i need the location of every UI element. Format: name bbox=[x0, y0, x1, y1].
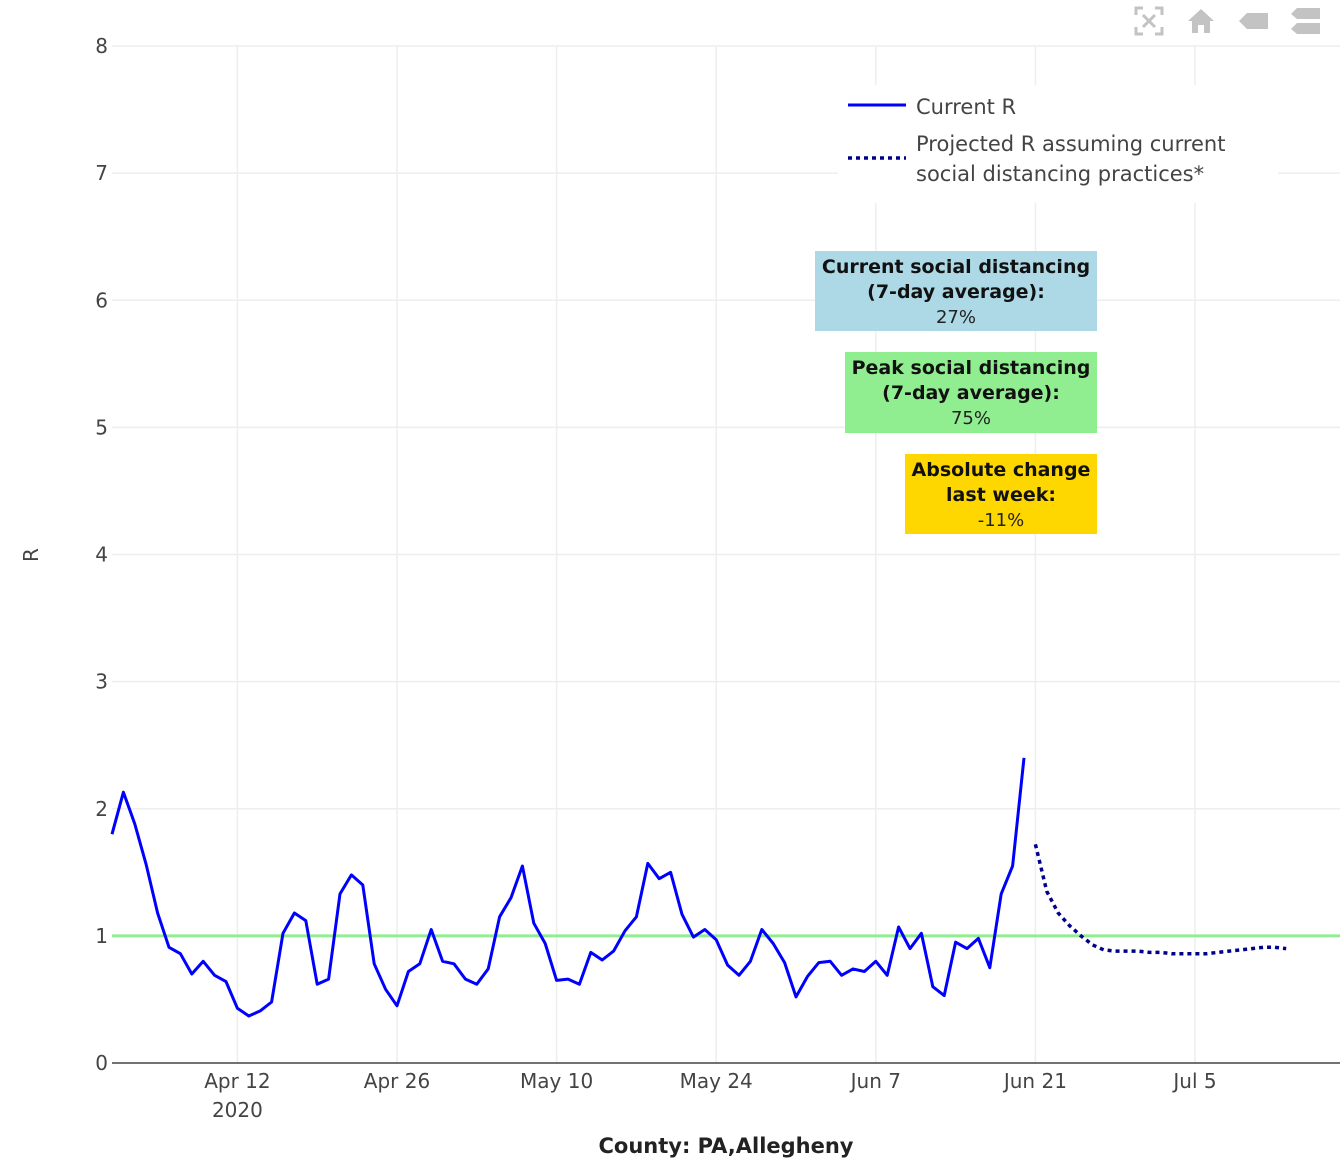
x-tick-label: Jun 7 bbox=[849, 1069, 901, 1093]
y-tick-label: 1 bbox=[95, 924, 108, 948]
annotation-background bbox=[815, 251, 1097, 331]
y-tick-label: 0 bbox=[95, 1051, 108, 1075]
y-tick-labels: 0 1 2 3 4 5 6 7 8 bbox=[95, 34, 108, 1075]
autoscale-icon[interactable] bbox=[1132, 4, 1166, 38]
x-tick-label: Jul 5 bbox=[1171, 1069, 1216, 1093]
series-lines bbox=[110, 757, 1287, 1018]
annotation-box-2: Peak social distancing (7-day average): 75… bbox=[845, 352, 1097, 433]
annotation-value: 27% bbox=[936, 307, 976, 328]
y-axis-title: R bbox=[19, 548, 43, 562]
modebar bbox=[1132, 4, 1322, 38]
annotation-box-3: Absolute change last week: -11% bbox=[905, 454, 1097, 534]
x-tick-label: Apr 12 bbox=[204, 1069, 270, 1093]
home-icon[interactable] bbox=[1184, 4, 1218, 38]
annotation-heading: last week: bbox=[946, 484, 1056, 506]
series-line-projected-r[interactable] bbox=[1033, 843, 1287, 956]
annotation-heading: Absolute change bbox=[912, 459, 1091, 481]
annotation-heading: Current social distancing bbox=[822, 256, 1090, 278]
grid-lines bbox=[112, 45, 1340, 1064]
hover-compare-icon[interactable] bbox=[1288, 4, 1322, 38]
hover-closest-icon[interactable] bbox=[1236, 4, 1270, 38]
legend-label-current[interactable]: Current R bbox=[916, 95, 1016, 119]
series-line-current-r[interactable] bbox=[110, 757, 1026, 1018]
annotation-value: 75% bbox=[951, 408, 991, 429]
x-tick-label: May 24 bbox=[680, 1069, 753, 1093]
annotation-heading: (7-day average): bbox=[882, 382, 1060, 404]
annotation-heading: (7-day average): bbox=[867, 281, 1045, 303]
x-tick-label: Jun 21 bbox=[1002, 1069, 1067, 1093]
x-tick-label: Apr 26 bbox=[364, 1069, 430, 1093]
y-tick-label: 5 bbox=[95, 415, 108, 439]
annotation-value: -11% bbox=[978, 510, 1025, 531]
annotation-background bbox=[845, 352, 1097, 433]
y-tick-label: 6 bbox=[95, 288, 108, 312]
y-tick-label: 3 bbox=[95, 670, 108, 694]
y-tick-label: 4 bbox=[95, 543, 108, 567]
annotations: Current social distancing (7-day average)… bbox=[815, 251, 1097, 534]
x-axis-title: County: PA,Allegheny bbox=[598, 1134, 853, 1158]
y-tick-label: 2 bbox=[95, 797, 108, 821]
x-tick-label: May 10 bbox=[520, 1069, 593, 1093]
annotation-heading: Peak social distancing bbox=[852, 357, 1091, 379]
x-tick-labels: Apr 12 2020 Apr 26 May 10 May 24 Jun 7 Jun 21 J… bbox=[204, 1069, 1216, 1122]
legend-background bbox=[838, 85, 1278, 203]
x-tick-sublabel-year: 2020 bbox=[212, 1098, 263, 1122]
legend-label-projected[interactable]: Projected R assuming current social dista… bbox=[916, 132, 1225, 186]
annotation-box-1: Current social distancing (7-day average)… bbox=[815, 251, 1097, 331]
annotation-background bbox=[905, 454, 1097, 534]
legend: Current R Projected R assuming current so… bbox=[838, 85, 1278, 203]
y-tick-label: 7 bbox=[95, 161, 108, 185]
y-tick-label: 8 bbox=[95, 34, 108, 58]
